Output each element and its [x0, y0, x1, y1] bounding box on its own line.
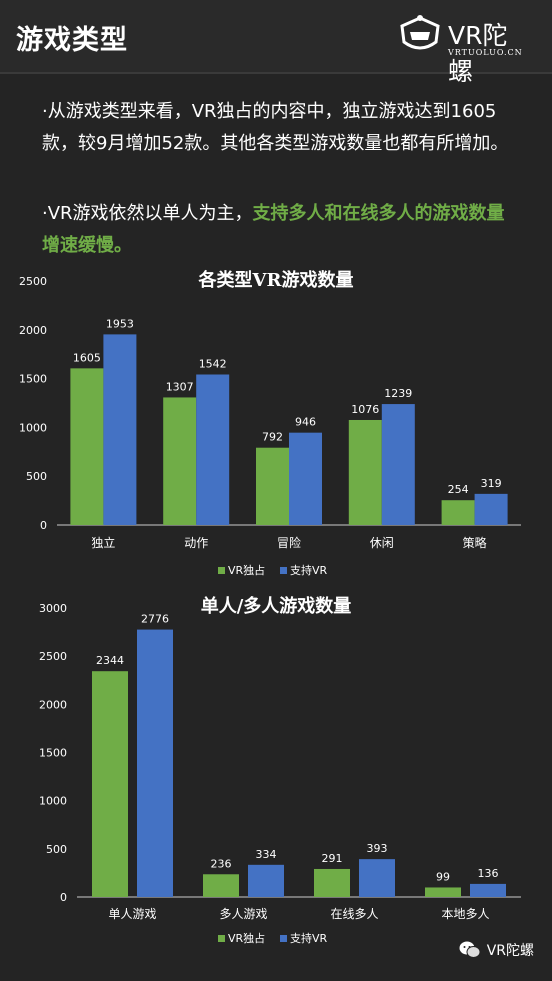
data-label: 2344	[96, 654, 124, 667]
category-label: 冒险	[277, 535, 301, 550]
chart-game-types: 各类型VR游戏数量 0 500 1000 1500 2000 2500 1605 1953 独立 1…	[0, 262, 552, 584]
y-tick-label: 500	[46, 843, 67, 856]
watermark: VR陀螺	[459, 937, 534, 963]
bar-vr-supported	[381, 404, 415, 525]
data-label: 99	[436, 870, 450, 883]
legend-label: VR独占	[228, 563, 265, 577]
chart-single-multi: 单人/多人游戏数量 0 500 1000 1500 2000 2500 3000 2344 277…	[0, 590, 552, 955]
legend-swatch-vr-exclusive	[218, 935, 225, 942]
intro-p2-prefix: ·VR游戏依然以单人为主，	[42, 203, 253, 224]
chart-title: 单人/多人游戏数量	[201, 595, 352, 617]
bar-vr-exclusive	[314, 868, 350, 897]
logo-text: VR陀螺	[448, 21, 508, 86]
chart-game-types-svg: 各类型VR游戏数量 0 500 1000 1500 2000 2500 1605 1953 独立 1…	[19, 269, 521, 577]
bar-vr-exclusive	[203, 874, 239, 897]
data-label: 136	[478, 867, 499, 880]
category-label: 本地多人	[441, 907, 489, 921]
bar-vr-supported	[474, 493, 508, 525]
data-label: 946	[295, 416, 316, 429]
data-label: 393	[367, 842, 388, 855]
legend-label: 支持VR	[290, 563, 328, 577]
chart-title: 各类型VR游戏数量	[198, 269, 354, 291]
bar-vr-exclusive	[70, 368, 104, 525]
intro-paragraph-1: ·从游戏类型来看，VR独占的内容中，独立游戏达到1605款，较9月增加52款。其…	[42, 101, 509, 154]
y-tick-label: 1500	[39, 747, 67, 760]
chart-single-multi-svg: 单人/多人游戏数量 0 500 1000 1500 2000 2500 3000 2344 277…	[39, 595, 521, 945]
data-label: 1605	[73, 351, 101, 364]
y-tick-label: 2500	[19, 275, 47, 288]
header-bar: 游戏类型 VR陀螺 VRTUOLUO.CN	[0, 0, 552, 86]
bar-vr-supported	[248, 864, 284, 897]
category-label: 多人游戏	[219, 907, 267, 921]
bar-vr-supported	[470, 883, 506, 897]
y-tick-label: 0	[60, 891, 67, 904]
bar-vr-exclusive	[348, 419, 382, 525]
bar-vr-supported	[196, 374, 230, 525]
data-label: 254	[448, 483, 469, 496]
y-tick-label: 0	[40, 519, 47, 532]
bar-vr-exclusive	[163, 397, 197, 525]
bar-vr-supported	[103, 334, 137, 525]
y-tick-label: 1500	[19, 373, 47, 386]
y-tick-label: 1000	[19, 421, 47, 434]
data-label: 792	[262, 431, 283, 444]
data-label: 236	[211, 857, 232, 870]
y-tick-label: 1000	[39, 795, 67, 808]
bar-vr-exclusive	[441, 500, 475, 525]
data-label: 319	[481, 477, 502, 490]
legend-label: VR独占	[228, 931, 265, 945]
category-label: 在线多人	[330, 907, 378, 921]
category-label: 单人游戏	[108, 907, 156, 921]
legend-swatch-vr-supported	[280, 935, 287, 942]
data-label: 1307	[166, 380, 194, 393]
bar-vr-supported	[137, 629, 173, 897]
bar-vr-supported	[359, 859, 395, 897]
bar-vr-exclusive	[425, 887, 461, 897]
bar-vr-supported	[289, 432, 322, 525]
y-tick-label: 2000	[39, 698, 67, 711]
data-label: 291	[322, 852, 343, 865]
intro-p2-highlight: 支持多人和在线多人的游戏数量增速缓慢。	[42, 203, 505, 256]
bar-vr-exclusive	[256, 447, 289, 525]
vr-headset-icon	[400, 15, 440, 50]
category-label: 动作	[184, 536, 208, 550]
data-label: 1542	[199, 358, 227, 371]
page-title: 游戏类型	[16, 25, 128, 56]
legend-label: 支持VR	[290, 931, 328, 945]
category-label: 独立	[91, 535, 115, 550]
y-tick-label: 2000	[19, 324, 47, 337]
bar-vr-exclusive	[92, 671, 128, 897]
legend-swatch-vr-exclusive	[218, 567, 225, 574]
data-label: 2776	[141, 613, 169, 626]
category-label: 策略	[463, 535, 487, 550]
y-tick-label: 2500	[39, 650, 67, 663]
y-tick-label: 500	[26, 470, 47, 483]
vrtuoluo-logo: VR陀螺 VRTUOLUO.CN	[396, 10, 532, 86]
category-label: 休闲	[370, 536, 394, 550]
data-label: 1239	[384, 387, 412, 400]
y-tick-label: 3000	[39, 602, 67, 615]
data-label: 1953	[106, 317, 134, 330]
data-label: 1076	[351, 403, 379, 416]
wechat-icon	[459, 941, 481, 958]
watermark-text: VR陀螺	[486, 943, 534, 959]
data-label: 334	[256, 848, 277, 861]
intro-paragraph-2: ·VR游戏依然以单人为主，支持多人和在线多人的游戏数量增速缓慢。	[42, 198, 522, 262]
legend-swatch-vr-supported	[280, 567, 287, 574]
logo-subtext: VRTUOLUO.CN	[448, 48, 523, 57]
